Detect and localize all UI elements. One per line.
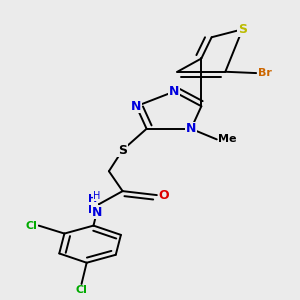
Text: N: N: [186, 122, 196, 135]
Text: Br: Br: [258, 68, 272, 78]
Text: Cl: Cl: [76, 285, 88, 295]
Text: O: O: [159, 189, 169, 202]
Text: N: N: [169, 85, 179, 98]
Text: Cl: Cl: [25, 220, 37, 231]
Text: Me: Me: [218, 134, 237, 144]
Text: S: S: [118, 143, 127, 157]
Text: N: N: [131, 100, 142, 113]
Text: H
N: H N: [88, 194, 97, 215]
Text: S: S: [238, 23, 247, 36]
Text: H: H: [93, 191, 100, 201]
Text: N: N: [92, 206, 102, 219]
